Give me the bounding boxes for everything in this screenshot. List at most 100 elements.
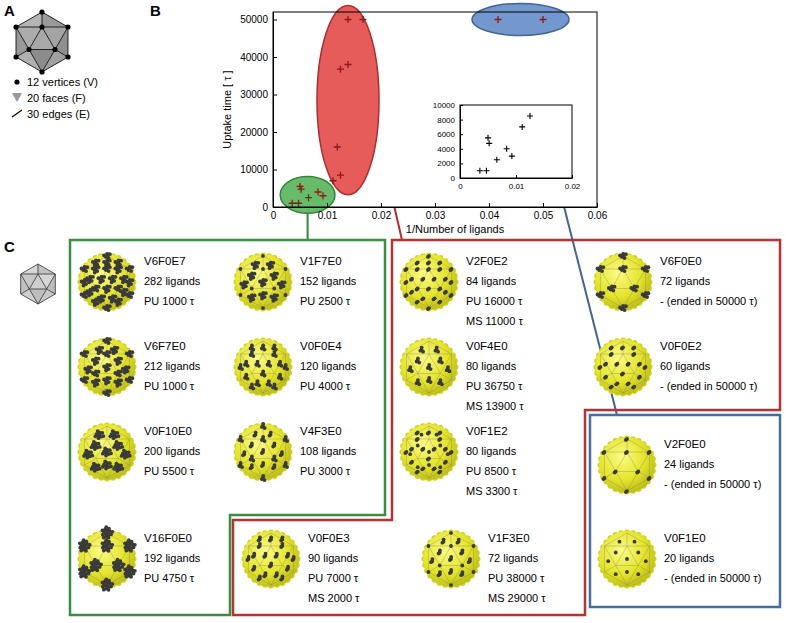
ligand — [426, 432, 430, 436]
ligand — [97, 296, 101, 300]
ligand — [281, 575, 285, 579]
ligand — [108, 363, 112, 367]
particle-name: V6F0E0 — [660, 255, 702, 267]
particle-edge — [96, 459, 107, 479]
ligand — [280, 377, 284, 381]
ligand — [277, 282, 281, 286]
ligand — [443, 448, 447, 452]
ligand — [112, 467, 116, 471]
ligand — [239, 461, 243, 465]
point — [345, 16, 352, 23]
particle-edge — [84, 566, 95, 573]
ligand — [446, 365, 450, 369]
ligand — [438, 564, 442, 568]
ligand — [85, 289, 89, 293]
particle-edge — [440, 269, 451, 289]
tick: 50000 — [240, 14, 277, 25]
ligand — [85, 265, 89, 269]
ligand — [415, 268, 419, 272]
particle-edge — [600, 374, 611, 381]
ligand — [247, 555, 251, 559]
tick-label: 0 — [262, 202, 268, 213]
particle-edge — [406, 353, 429, 354]
tick-mark — [435, 203, 436, 207]
polyhedron-face — [38, 264, 55, 274]
ligand — [415, 262, 419, 266]
ligand — [472, 544, 476, 548]
tick-label: 0 — [271, 210, 277, 221]
particle-edge — [451, 533, 474, 546]
ligand — [257, 364, 261, 368]
particle-edge — [406, 256, 429, 269]
ligand — [443, 278, 447, 282]
particle-edge — [96, 289, 107, 309]
polyhedron-vertex — [13, 24, 18, 29]
ligand — [80, 267, 84, 271]
particle-edge — [240, 256, 263, 269]
ligand — [107, 269, 111, 273]
ligand — [88, 543, 92, 547]
ligand — [645, 269, 649, 273]
polyhedron-edge — [16, 27, 29, 50]
ligand — [102, 286, 106, 290]
particle-image — [78, 525, 137, 591]
particle-body — [401, 339, 457, 395]
ligand — [256, 360, 260, 364]
particle-name: V1F7E0 — [300, 255, 342, 267]
particle-edge — [252, 459, 263, 479]
particle-edge — [418, 374, 429, 394]
particle-edge — [418, 289, 429, 309]
ligand — [102, 295, 106, 299]
ligand — [250, 441, 254, 445]
particle-body — [235, 254, 291, 310]
ligand — [130, 291, 134, 295]
ligand — [84, 449, 88, 453]
polyhedron-edge — [55, 274, 56, 294]
ligand — [437, 438, 441, 442]
ligand — [269, 295, 273, 299]
ligand — [93, 271, 97, 275]
ligand — [435, 346, 439, 350]
ligand — [447, 369, 451, 373]
polyhedron-edge — [42, 50, 55, 73]
ligand — [90, 445, 94, 449]
ligand — [125, 378, 129, 382]
ligand — [443, 291, 447, 295]
tick: 2000 — [437, 159, 463, 168]
tick-label: 50000 — [240, 14, 268, 25]
particle-name: V0F10E0 — [144, 425, 192, 437]
ligand — [268, 364, 272, 368]
polyhedron-edge — [20, 274, 21, 294]
ligand — [97, 436, 101, 440]
particle-edge — [406, 459, 417, 466]
inset-y-axis: 0200040006000800010000 — [433, 101, 463, 183]
ligand — [275, 293, 279, 297]
ligand — [119, 285, 123, 289]
ligand — [115, 384, 119, 388]
particle-edge — [600, 380, 623, 393]
particle-edge — [263, 268, 286, 269]
ligand — [80, 280, 84, 284]
particle-edge — [118, 269, 129, 289]
ligand — [624, 265, 628, 269]
ligand — [607, 286, 611, 290]
tick: 0.02 — [565, 175, 581, 191]
ligand — [603, 363, 607, 367]
ligand — [129, 269, 133, 273]
ligand — [420, 433, 424, 437]
particle-edge — [418, 373, 441, 374]
particle-edge — [623, 295, 646, 308]
particle-edge — [406, 269, 417, 289]
polyhedron-vertex — [52, 47, 57, 52]
particle-edge — [600, 269, 611, 289]
ligand — [133, 569, 137, 573]
tick-label: 0.06 — [588, 210, 608, 221]
ligand — [125, 275, 129, 279]
polyhedron-edge — [21, 264, 38, 274]
ligand — [102, 365, 106, 369]
tick: 0.01 — [509, 175, 525, 191]
particle-time: MS 3300 τ — [466, 485, 518, 497]
polyhedron-face — [29, 289, 46, 304]
ligand — [127, 538, 131, 542]
ligand — [634, 289, 638, 293]
